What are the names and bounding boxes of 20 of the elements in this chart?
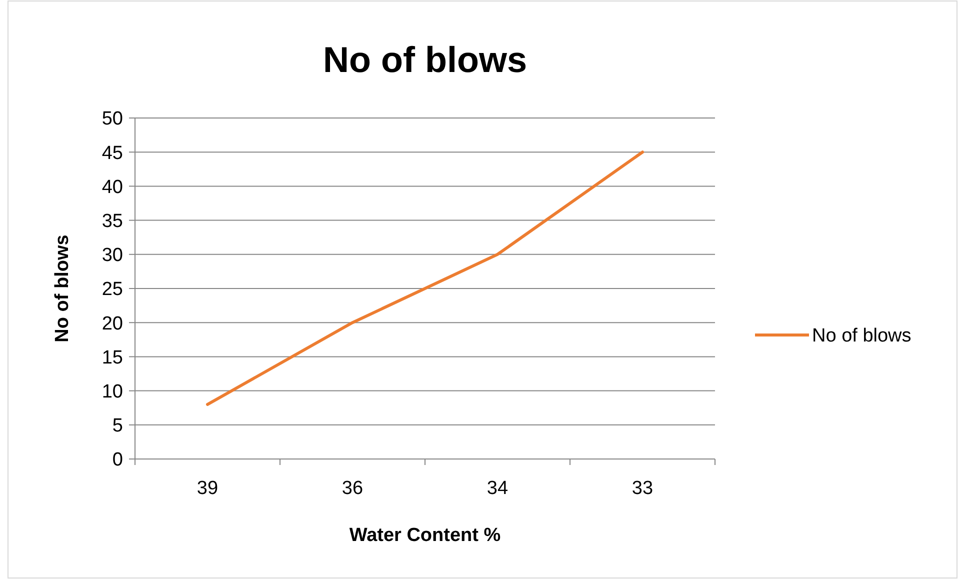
y-tick-label: 20 [102,313,123,334]
y-tick-label: 25 [102,279,123,300]
y-tick-label: 50 [102,108,123,130]
y-tick-label: 15 [102,347,123,368]
x-tick-label: 39 [196,478,218,499]
y-tick-label: 35 [102,210,123,232]
line-series [206,150,644,406]
x-tick-label: 34 [486,478,508,499]
y-axis-title: No of blows [52,234,73,342]
x-tick-label: 33 [632,478,654,499]
y-tick-label: 40 [102,176,123,198]
x-tick-label: 36 [342,478,364,499]
x-axis-title: Water Content % [349,525,501,546]
y-tick-label: 5 [112,416,123,437]
y-tick-label: 0 [112,450,123,471]
y-tick-label: 10 [102,381,123,402]
chart-title: No of blows [323,39,527,80]
y-tick-label: 45 [102,142,123,164]
y-tick-label: 30 [102,245,123,266]
legend-label: No of blows [812,326,912,347]
